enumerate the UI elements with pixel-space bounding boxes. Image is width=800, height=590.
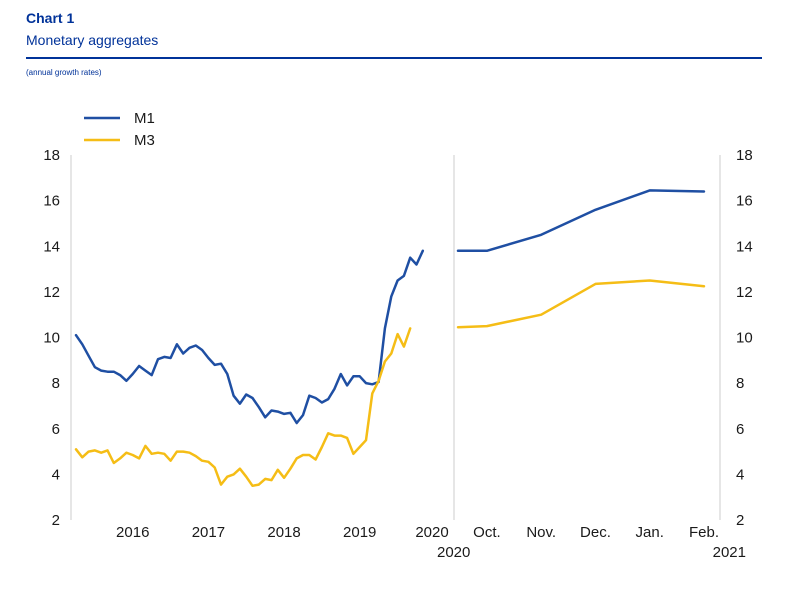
x-tick-month-feb: Feb.	[689, 524, 719, 541]
x-tick-year-2020: 2020	[415, 524, 448, 541]
chart-title: Monetary aggregates	[26, 32, 159, 48]
x-year-label-right: 2021	[713, 544, 746, 561]
legend-label-m3: M3	[134, 132, 155, 149]
x-tick-month-nov: Nov.	[526, 524, 556, 541]
series-line-m3-right	[456, 279, 706, 329]
y-tick-right-14: 14	[736, 238, 753, 255]
left-x-axis: 2016 2017 2018 2019 2020	[116, 524, 449, 541]
y-tick-left-2: 2	[52, 512, 60, 529]
y-tick-right-10: 10	[736, 330, 753, 347]
y-tick-left-14: 14	[43, 238, 60, 255]
header-rule	[26, 57, 762, 59]
legend-label-m1: M1	[134, 110, 155, 127]
y-tick-right-16: 16	[736, 193, 753, 210]
y-tick-left-10: 10	[43, 330, 60, 347]
series-line-m1-right	[456, 189, 706, 253]
y-tick-left-6: 6	[52, 421, 60, 438]
legend: M1 M3	[84, 110, 155, 149]
left-y-axis: 2 4 6 8 10 12 14 16 18	[43, 147, 60, 529]
x-tick-month-dec: Dec.	[580, 524, 611, 541]
series-line-m1-left	[74, 249, 425, 425]
y-tick-right-4: 4	[736, 466, 744, 483]
y-tick-left-4: 4	[52, 466, 60, 483]
y-tick-left-12: 12	[43, 284, 60, 301]
x-tick-year-2017: 2017	[192, 524, 225, 541]
y-tick-right-8: 8	[736, 375, 744, 392]
y-tick-left-8: 8	[52, 375, 60, 392]
y-tick-left-16: 16	[43, 193, 60, 210]
chart-header: Chart 1 Monetary aggregates	[26, 8, 762, 50]
right-x-axis: Oct. Nov. Dec. Jan. Feb. 2020 2021	[437, 524, 746, 561]
x-tick-year-2016: 2016	[116, 524, 149, 541]
x-tick-month-jan: Jan.	[636, 524, 664, 541]
y-tick-left-18: 18	[43, 147, 60, 164]
chart-subtitle: (annual growth rates)	[26, 68, 102, 77]
y-tick-right-18: 18	[736, 147, 753, 164]
y-tick-right-12: 12	[736, 284, 753, 301]
right-y-axis: 2 4 6 8 10 12 14 16 18	[736, 147, 753, 529]
y-tick-right-2: 2	[736, 512, 744, 529]
y-tick-right-6: 6	[736, 421, 744, 438]
x-tick-year-2018: 2018	[267, 524, 300, 541]
x-tick-month-oct: Oct.	[473, 524, 501, 541]
series-lines	[74, 189, 706, 488]
chart-number: Chart 1	[26, 10, 75, 26]
x-tick-year-2019: 2019	[343, 524, 376, 541]
x-year-label-left: 2020	[437, 544, 470, 561]
series-line-m3-left	[74, 327, 412, 488]
